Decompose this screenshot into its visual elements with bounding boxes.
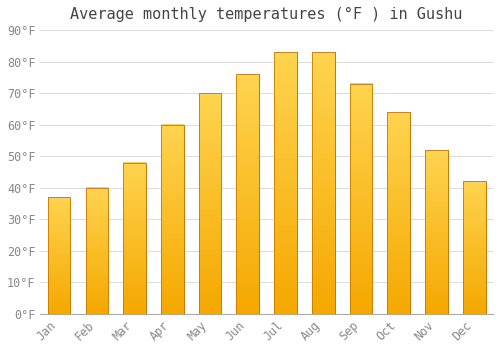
Bar (463, 181, 485, 314)
Bar (199, 93, 222, 314)
Title: Average monthly temperatures (°F ) in Gushu: Average monthly temperatures (°F ) in Gu… (70, 7, 463, 22)
Bar (274, 52, 297, 314)
Bar (236, 74, 259, 314)
Bar (425, 150, 448, 314)
Bar (350, 84, 372, 314)
Bar (86, 188, 108, 314)
Bar (312, 52, 334, 314)
Bar (161, 125, 184, 314)
Bar (388, 112, 410, 314)
Bar (124, 162, 146, 314)
Bar (48, 197, 70, 314)
